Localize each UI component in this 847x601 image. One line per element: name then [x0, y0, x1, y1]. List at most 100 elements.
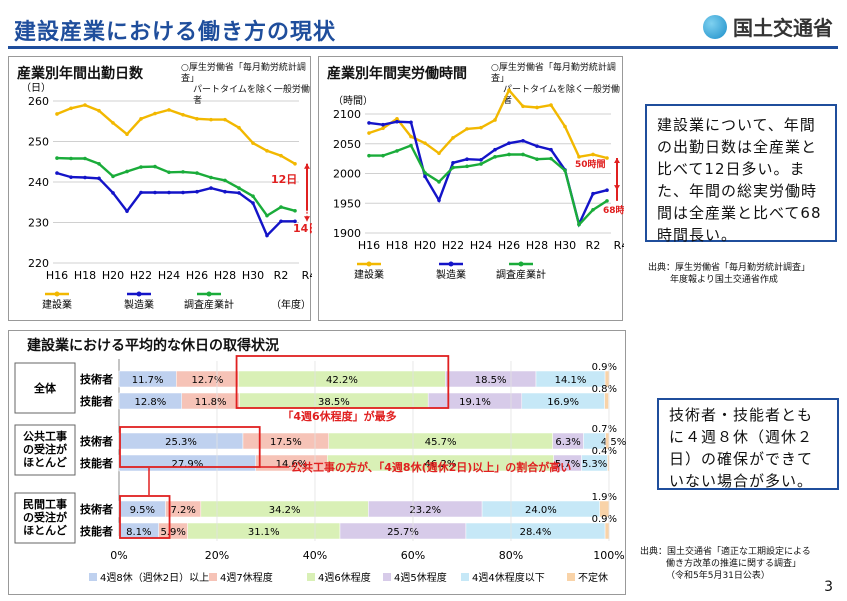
group-label: の受注が [23, 510, 67, 524]
data-point [423, 141, 427, 145]
data-label: 14.1% [555, 375, 587, 386]
x-tick-label: H16 [358, 239, 380, 252]
data-point [195, 189, 199, 194]
data-point [237, 191, 241, 195]
x-tick-label: 60% [401, 549, 425, 562]
arrow-head [614, 185, 620, 191]
data-point [395, 149, 399, 153]
chart-panel-hours: 産業別年間実労働時間 ○厚生労働省「毎月勤労統計調査」 パートタイムを除く一般労… [318, 56, 624, 321]
data-label: 5.7% [555, 459, 580, 470]
data-point [153, 111, 157, 116]
data-point [293, 208, 297, 213]
data-point [535, 144, 539, 148]
x-tick-label: H28 [214, 269, 236, 282]
row-label: 技能者 [80, 524, 113, 538]
legend-label: 製造業 [436, 268, 466, 281]
y-tick-label: 2000 [333, 168, 361, 181]
data-point [465, 157, 469, 162]
data-label: 14.6% [276, 459, 308, 470]
legend-label: 4週6休程度 [318, 571, 371, 584]
x-tick-label: 100% [593, 549, 624, 562]
highlight-box-private [119, 495, 171, 539]
data-point [125, 132, 129, 137]
data-point [535, 105, 539, 110]
x-tick-label: 20% [205, 549, 229, 562]
data-point [251, 194, 255, 198]
data-point [577, 222, 581, 227]
data-point [293, 219, 297, 224]
data-point [181, 190, 185, 195]
data-point [409, 120, 413, 125]
data-point [507, 141, 511, 145]
x-tick-label: 0% [110, 549, 127, 562]
data-point [409, 134, 413, 139]
group-label: ほとんど [23, 456, 67, 469]
data-label: 31.1% [248, 527, 280, 538]
legend-marker [518, 261, 524, 267]
difference-label: 12日 [271, 173, 297, 186]
mlit-logo-icon [703, 14, 727, 39]
data-point [563, 124, 567, 129]
data-label: 5.9% [160, 527, 185, 538]
data-point [577, 155, 581, 159]
x-tick-label: H20 [414, 239, 436, 252]
chart2-note: ○厚生労働省「毎月勤労統計調査」 パートタイムを除く一般労働者 [491, 63, 620, 106]
data-label: 6.3% [555, 437, 580, 448]
data-point [521, 138, 525, 143]
legend-label: 4週5休程度 [394, 571, 447, 584]
x-tick-label: 40% [303, 549, 327, 562]
data-point [265, 149, 269, 153]
data-point [181, 112, 185, 117]
arrow-head [614, 158, 620, 164]
data-point [479, 158, 483, 162]
data-point [167, 170, 171, 175]
data-point [451, 165, 455, 170]
data-point [55, 171, 59, 175]
series-line [368, 88, 608, 160]
y-tick-label: 240 [28, 176, 49, 189]
data-point [535, 157, 539, 162]
data-point [465, 164, 469, 169]
y-tick-label: 230 [28, 217, 49, 230]
data-point [381, 153, 385, 158]
difference-label: 50時間 [575, 158, 606, 170]
data-point [125, 169, 129, 174]
data-point [209, 117, 213, 122]
data-point [493, 118, 497, 122]
data-point [167, 190, 171, 195]
data-point [493, 147, 497, 152]
data-label: 8.1% [126, 527, 151, 538]
bar-segment [604, 522, 610, 540]
x-tick-label: H24 [158, 269, 180, 282]
highlight-box-6day [235, 355, 450, 409]
data-point [265, 213, 269, 218]
data-point [279, 153, 283, 158]
data-point [367, 153, 371, 158]
arrow-head [304, 163, 310, 169]
data-point [381, 126, 385, 131]
highlight-box-public [119, 426, 261, 468]
data-point [423, 171, 427, 175]
data-point [209, 175, 213, 180]
data-label: 17.5% [270, 437, 302, 448]
series-line [56, 103, 296, 165]
data-point [293, 161, 297, 166]
legend-marker [366, 261, 372, 267]
data-point [507, 152, 511, 157]
data-label: 0.8% [592, 384, 617, 395]
legend-swatch [89, 573, 97, 581]
legend-label: 4週4休程度以下 [472, 571, 545, 584]
data-point [195, 171, 199, 175]
legend-marker [206, 291, 212, 297]
bar-segment [607, 454, 610, 472]
data-label: 19.1% [459, 397, 491, 408]
data-label: 5.3% [582, 459, 607, 470]
data-point [409, 143, 413, 148]
legend-swatch [461, 573, 469, 581]
bar-segment [604, 392, 609, 410]
x-tick-label: 80% [499, 549, 523, 562]
arrow-head [304, 216, 310, 222]
y-axis-unit-label: （日） [21, 82, 51, 94]
data-label: 0.9% [592, 362, 617, 373]
x-tick-label: H26 [186, 269, 208, 282]
